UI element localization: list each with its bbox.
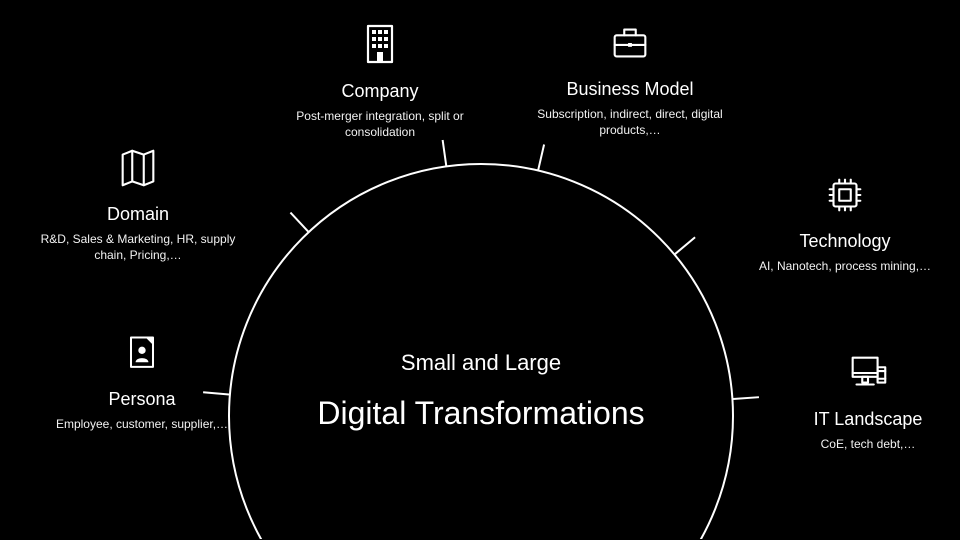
item-title: Technology [740,231,950,252]
item-desc: Employee, customer, supplier,… [52,416,232,432]
item-desc: Post-merger integration, split or consol… [280,108,480,140]
chip-icon [740,172,950,223]
item-business-model: Business Model Subscription, indirect, d… [520,20,740,138]
persona-icon [52,332,232,381]
spoke-it-landscape [733,397,759,400]
map-icon [28,145,248,196]
computer-icon [788,350,948,401]
item-desc: Subscription, indirect, direct, digital … [520,106,740,138]
item-company: Company Post-merger integration, split o… [280,20,480,140]
item-title: Business Model [520,79,740,100]
item-desc: AI, Nanotech, process mining,… [740,258,950,274]
item-title: Company [280,81,480,102]
item-title: IT Landscape [788,409,948,430]
item-title: Persona [52,389,232,410]
building-icon [280,20,480,73]
item-title: Domain [28,204,248,225]
briefcase-icon [520,20,740,71]
item-it-landscape: IT Landscape CoE, tech debt,… [788,350,948,452]
item-desc: R&D, Sales & Marketing, HR, supply chain… [28,231,248,263]
center-title: Digital Transformations [228,395,734,432]
item-desc: CoE, tech debt,… [788,436,948,452]
center-subtitle: Small and Large [228,350,734,376]
item-technology: Technology AI, Nanotech, process mining,… [740,172,950,274]
item-domain: Domain R&D, Sales & Marketing, HR, suppl… [28,145,248,263]
diagram-stage: { "canvas": { "width": 960, "height": 54… [0,0,960,540]
item-persona: Persona Employee, customer, supplier,… [52,332,232,432]
